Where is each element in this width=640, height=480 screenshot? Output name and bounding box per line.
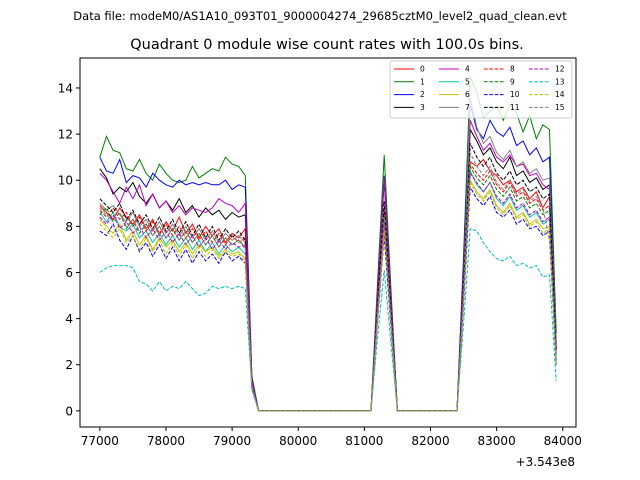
legend-label-1: 1: [420, 77, 425, 86]
legend-label-5: 5: [465, 77, 470, 86]
x-tick-label: 81000: [345, 434, 383, 448]
y-tick-label: 6: [65, 266, 73, 280]
x-offset-label: +3.543e8: [516, 455, 575, 469]
y-tick-label: 2: [65, 358, 73, 372]
y-tick-label: 12: [58, 128, 73, 142]
legend-label-2: 2: [420, 90, 425, 99]
figure-suptitle: Data file: modeM0/AS1A10_093T01_90000042…: [73, 9, 567, 23]
series-line-15: [99, 152, 557, 412]
y-tick-label: 4: [65, 312, 73, 326]
legend-label-14: 14: [555, 90, 565, 99]
legend-label-10: 10: [510, 90, 520, 99]
y-tick-label: 0: [65, 404, 73, 418]
legend-label-3: 3: [420, 103, 425, 112]
x-tick-label: 83000: [478, 434, 516, 448]
legend-label-6: 6: [465, 90, 470, 99]
legend-label-11: 11: [510, 103, 520, 112]
y-tick-label: 14: [58, 81, 73, 95]
legend-label-12: 12: [555, 65, 565, 74]
series-lines: [99, 76, 557, 412]
legend-label-15: 15: [555, 103, 565, 112]
legend-label-8: 8: [510, 65, 515, 74]
series-line-14: [99, 180, 557, 412]
legend-label-13: 13: [555, 77, 565, 86]
x-tick-label: 78000: [147, 434, 185, 448]
legend-label-4: 4: [465, 65, 470, 74]
y-axis: 0 2 4 6 8 10 12 14: [58, 81, 80, 418]
plot-frame: [79, 57, 577, 428]
legend-label-9: 9: [510, 77, 515, 86]
chart-title: Quadrant 0 module wise count rates with …: [130, 37, 524, 53]
x-axis: 77000 78000 79000 80000 81000 82000 83000 84000: [81, 427, 582, 448]
x-tick-label: 77000: [81, 434, 119, 448]
y-tick-label: 10: [58, 174, 73, 188]
x-tick-label: 80000: [279, 434, 317, 448]
y-tick-label: 8: [65, 220, 73, 234]
legend-label-7: 7: [465, 103, 470, 112]
x-tick-label: 79000: [213, 434, 251, 448]
legend-label-0: 0: [420, 65, 425, 74]
x-tick-label: 84000: [544, 434, 582, 448]
x-tick-label: 82000: [411, 434, 449, 448]
legend-box: [389, 60, 573, 119]
